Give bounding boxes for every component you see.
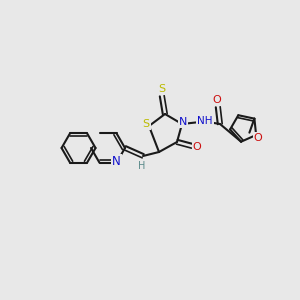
- Text: NH: NH: [197, 116, 213, 126]
- Text: N: N: [112, 155, 121, 168]
- Text: S: S: [158, 84, 166, 94]
- Text: S: S: [142, 119, 150, 129]
- Text: O: O: [213, 95, 221, 105]
- Text: H: H: [138, 161, 146, 171]
- Text: O: O: [254, 133, 262, 143]
- Text: O: O: [193, 142, 201, 152]
- Text: N: N: [179, 117, 187, 127]
